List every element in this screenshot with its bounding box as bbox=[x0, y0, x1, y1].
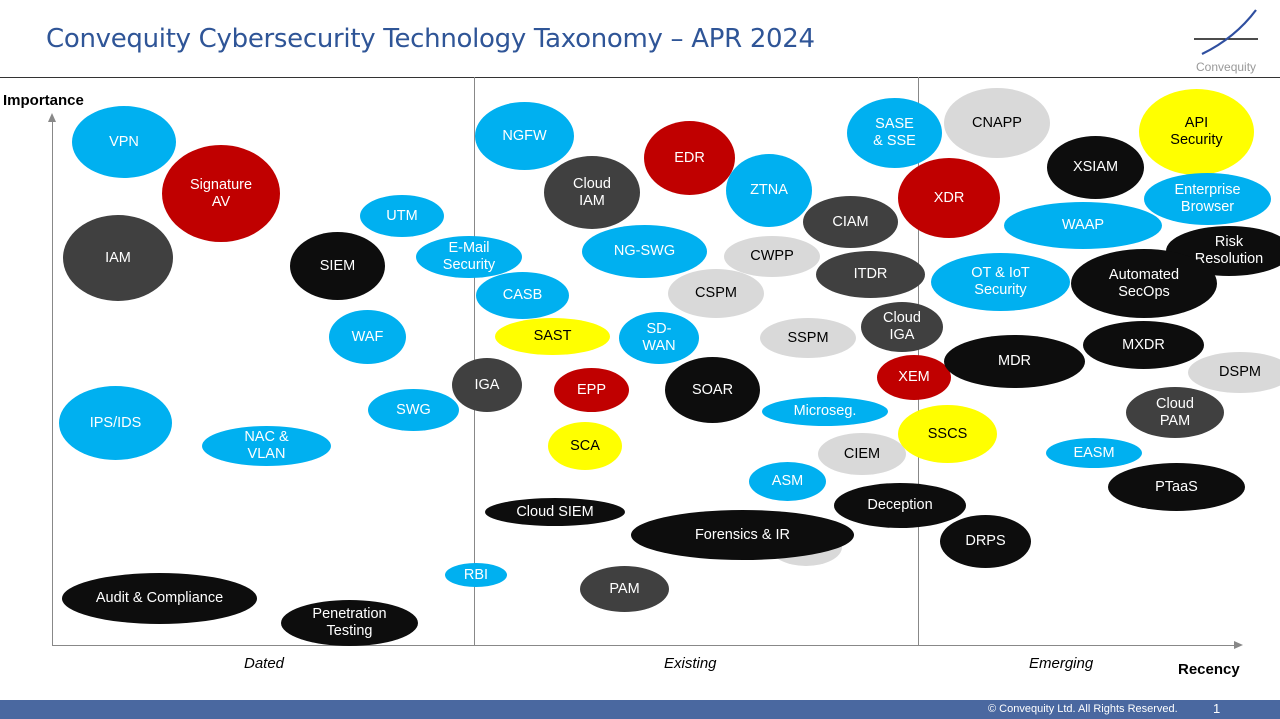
page-number: 1 bbox=[1213, 701, 1221, 716]
bubble-ngfw: NGFW bbox=[475, 102, 574, 170]
footer-bar bbox=[0, 700, 1280, 719]
bubble-easm: EASM bbox=[1046, 438, 1142, 468]
bubble-ng-swg: NG-SWG bbox=[582, 225, 707, 278]
bubble-ciam: CIAM bbox=[803, 196, 898, 248]
bubble-ztna: ZTNA bbox=[726, 154, 812, 227]
bubble-enterprise-browser: Enterprise Browser bbox=[1144, 173, 1271, 225]
y-axis-label: Importance bbox=[3, 92, 84, 109]
zone-label-emerging: Emerging bbox=[1029, 655, 1094, 672]
bubble-cloud-siem: Cloud SIEM bbox=[485, 498, 625, 526]
bubble-mdr: MDR bbox=[944, 335, 1085, 388]
bubble-asm: ASM bbox=[749, 462, 826, 501]
zone-label-existing: Existing bbox=[664, 655, 717, 672]
bubble-edr: EDR bbox=[644, 121, 735, 195]
bubble-ips-ids: IPS/IDS bbox=[59, 386, 172, 460]
bubble-nac-vlan: NAC & VLAN bbox=[202, 426, 331, 466]
bubble-cspm: CSPM bbox=[668, 269, 764, 318]
zone-label-dated: Dated bbox=[244, 655, 285, 672]
bubble-api-security: API Security bbox=[1139, 89, 1254, 175]
bubble-itdr: ITDR bbox=[816, 251, 925, 298]
bubble-e-mail-security: E-Mail Security bbox=[416, 236, 522, 278]
bubble-casb: CASB bbox=[476, 272, 569, 319]
bubble-sca: SCA bbox=[548, 422, 622, 470]
y-axis bbox=[52, 118, 53, 645]
bubble-xdr: XDR bbox=[898, 158, 1000, 238]
bubble-drps: DRPS bbox=[940, 515, 1031, 568]
bubble-mxdr: MXDR bbox=[1083, 321, 1204, 369]
bubble-signature-av: Signature AV bbox=[162, 145, 280, 242]
bubble-vpn: VPN bbox=[72, 106, 176, 178]
bubble-cloud-iga: Cloud IGA bbox=[861, 302, 943, 352]
bubble-cloud-pam: Cloud PAM bbox=[1126, 387, 1224, 438]
bubble-cloud-iam: Cloud IAM bbox=[544, 156, 640, 229]
bubble-cnapp: CNAPP bbox=[944, 88, 1050, 158]
bubble-epp: EPP bbox=[554, 368, 629, 412]
bubble-microseg: Microseg. bbox=[762, 397, 888, 426]
bubble-xem: XEM bbox=[877, 355, 951, 400]
bubble-cwpp: CWPP bbox=[724, 236, 820, 277]
bubble-waap: WAAP bbox=[1004, 202, 1162, 249]
bubble-waf: WAF bbox=[329, 310, 406, 364]
bubble-penetration-testing: Penetration Testing bbox=[281, 600, 418, 646]
bubble-ptaas: PTaaS bbox=[1108, 463, 1245, 511]
x-axis-label: Recency bbox=[1178, 661, 1240, 678]
header-divider bbox=[0, 77, 1280, 78]
logo-text: Convequity bbox=[1196, 60, 1257, 74]
y-axis-arrow-icon bbox=[48, 113, 56, 122]
bubble-automated-secops: Automated SecOps bbox=[1071, 249, 1217, 318]
bubble-audit-compliance: Audit & Compliance bbox=[62, 573, 257, 624]
bubble-sd-wan: SD- WAN bbox=[619, 312, 699, 364]
x-axis bbox=[52, 645, 1238, 646]
bubble-ot-iot-security: OT & IoT Security bbox=[931, 253, 1070, 311]
bubble-sscs: SSCS bbox=[898, 405, 997, 463]
bubble-forensics-ir: Forensics & IR bbox=[631, 510, 854, 560]
bubble-deception: Deception bbox=[834, 483, 966, 528]
x-axis-arrow-icon bbox=[1234, 641, 1243, 649]
bubble-iam: IAM bbox=[63, 215, 173, 301]
bubble-soar: SOAR bbox=[665, 357, 760, 423]
convequity-logo-icon bbox=[1194, 9, 1258, 55]
bubble-pam: PAM bbox=[580, 566, 669, 612]
bubble-swg: SWG bbox=[368, 389, 459, 431]
copyright: © Convequity Ltd. All Rights Reserved. bbox=[988, 703, 1178, 715]
bubble-iga: IGA bbox=[452, 358, 522, 412]
bubble-siem: SIEM bbox=[290, 232, 385, 300]
bubble-sast: SAST bbox=[495, 318, 610, 355]
bubble-xsiam: XSIAM bbox=[1047, 136, 1144, 199]
bubble-ciem: CIEM bbox=[818, 433, 906, 475]
bubble-dspm: DSPM bbox=[1188, 352, 1280, 393]
bubble-utm: UTM bbox=[360, 195, 444, 237]
bubble-sase-sse: SASE & SSE bbox=[847, 98, 942, 168]
bubble-sspm: SSPM bbox=[760, 318, 856, 358]
page-title: Convequity Cybersecurity Technology Taxo… bbox=[46, 24, 815, 54]
bubble-rbi: RBI bbox=[445, 563, 507, 587]
